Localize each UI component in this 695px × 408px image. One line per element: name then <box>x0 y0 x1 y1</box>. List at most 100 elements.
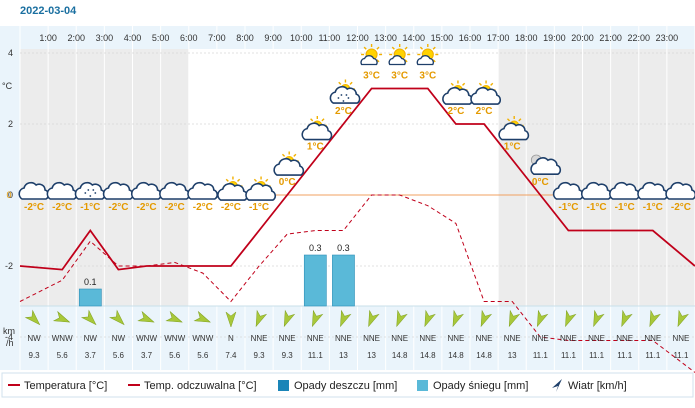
wind-arrow-shape <box>225 311 237 328</box>
wind-arrow <box>24 309 41 326</box>
legend-label: Temp. odczuwalna [°C] <box>144 380 257 392</box>
hour-label: 4:00 <box>124 33 142 43</box>
cloud-shape <box>245 183 277 201</box>
snowflake <box>340 94 343 96</box>
temperature-label: 3°C <box>391 71 408 82</box>
wind-arrow <box>137 310 155 323</box>
wind-speed: 9.3 <box>282 351 294 360</box>
wind-arrow-shape <box>24 309 41 326</box>
sun-ray <box>376 46 380 50</box>
wind-speed: 11.1 <box>561 351 577 360</box>
snowflake <box>347 97 350 99</box>
legend-label: Wiatr [km/h] <box>568 380 627 392</box>
y-tick-label: -2 <box>5 261 13 271</box>
y-tick-label: -4 <box>5 332 13 342</box>
temperature-label: 2°C <box>335 106 352 117</box>
hour-label: 10:00 <box>290 33 313 43</box>
wind-direction: NNE <box>363 334 380 343</box>
temperature-label: -2°C <box>24 202 44 213</box>
sun-ray <box>404 46 408 50</box>
wind-direction: WNW <box>52 334 73 343</box>
chart-date: 2022-03-04 <box>20 5 77 17</box>
sun-ray <box>225 178 229 182</box>
sun-ray <box>462 82 466 86</box>
sun-ray <box>376 59 380 63</box>
wind-speed: 14.8 <box>448 351 464 360</box>
wind-arrow <box>593 309 605 328</box>
snowflake <box>92 189 95 191</box>
legend-label: Opady deszczu [mm] <box>294 380 397 392</box>
y-tick-label: 2 <box>8 119 13 129</box>
wind-arrow-shape <box>109 309 125 326</box>
wind-direction: NNE <box>419 334 436 343</box>
wind-speed: 5.6 <box>57 351 69 360</box>
cloud-shape <box>217 183 248 201</box>
wind-direction: WNW <box>136 334 157 343</box>
temperature-label: -1°C <box>643 202 663 213</box>
sun-ray <box>281 153 286 157</box>
wind-arrow <box>424 309 436 328</box>
wind-arrow <box>649 309 661 328</box>
sun-ray <box>432 59 436 63</box>
wind-speed: 11.1 <box>533 351 549 360</box>
wind-arrow-shape <box>508 309 521 328</box>
hour-label: 7:00 <box>208 33 226 43</box>
wind-arrow-shape <box>593 309 605 328</box>
precipitation-bar <box>303 254 327 307</box>
legend-item: Temperatura [°C] <box>8 380 107 392</box>
partly-sunny-icon <box>301 116 333 141</box>
temperature-label: -1°C <box>558 202 578 213</box>
wind-arrow-shape <box>255 309 268 328</box>
hour-label: 15:00 <box>431 33 454 43</box>
sun-cloud-icon <box>360 44 383 66</box>
temperature-label: -2°C <box>137 202 157 213</box>
temperature-label: 3°C <box>363 71 380 82</box>
sun-ray <box>506 118 511 122</box>
wind-direction: NNE <box>251 334 268 343</box>
wind-speed: 3.7 <box>85 351 97 360</box>
wind-arrow-shape <box>137 310 155 323</box>
hour-label: 2:00 <box>67 33 85 43</box>
wind-speed: 13 <box>367 351 376 360</box>
wind-unit-label: km <box>3 326 15 336</box>
precipitation-bar <box>332 254 355 307</box>
cloud-shape <box>416 55 434 66</box>
hour-label: 5:00 <box>152 33 170 43</box>
wind-arrow-shape <box>80 309 97 326</box>
precipitation-bars: 0.1 0.3 0.3 <box>78 243 355 307</box>
precipitation-label: 0.3 <box>309 243 322 253</box>
hour-label: 17:00 <box>487 33 510 43</box>
sun-ray <box>450 82 454 86</box>
sun-ray <box>478 82 482 86</box>
temperature-line <box>19 87 695 271</box>
y-tick-label: 0 <box>8 190 13 200</box>
wind-unit-label: /h <box>6 338 14 348</box>
hour-label: 14:00 <box>402 33 425 43</box>
sun-cloud-icon <box>388 44 411 66</box>
hour-label: 8:00 <box>236 33 254 43</box>
sun-ray <box>349 81 353 85</box>
wind-arrow-shape <box>565 309 577 328</box>
temperature-label: -1°C <box>80 202 100 213</box>
hour-label: 1:00 <box>39 33 57 43</box>
hour-label: 23:00 <box>656 33 679 43</box>
legend-item: Opady deszczu [mm] <box>278 380 397 392</box>
temperature-label: -2°C <box>221 202 241 213</box>
cloud-shape <box>530 157 562 175</box>
temperature-label: -1°C <box>587 202 607 213</box>
wind-arrow-shape <box>193 310 211 323</box>
wind-speed: 11.1 <box>589 351 605 360</box>
wind-direction: WNW <box>192 334 213 343</box>
sun-ray <box>321 118 325 122</box>
legend-item: Wiatr [km/h] <box>552 379 627 392</box>
sun-ray <box>391 46 395 50</box>
wind-arrow <box>255 309 268 328</box>
wind-speed: 14.8 <box>392 351 408 360</box>
wind-arrow <box>452 309 464 328</box>
temperature-label: -2°C <box>108 202 128 213</box>
wind-arrow <box>109 309 125 326</box>
wind-arrow <box>368 309 380 328</box>
wind-arrow <box>508 309 521 328</box>
legend-snow-swatch <box>417 380 428 391</box>
